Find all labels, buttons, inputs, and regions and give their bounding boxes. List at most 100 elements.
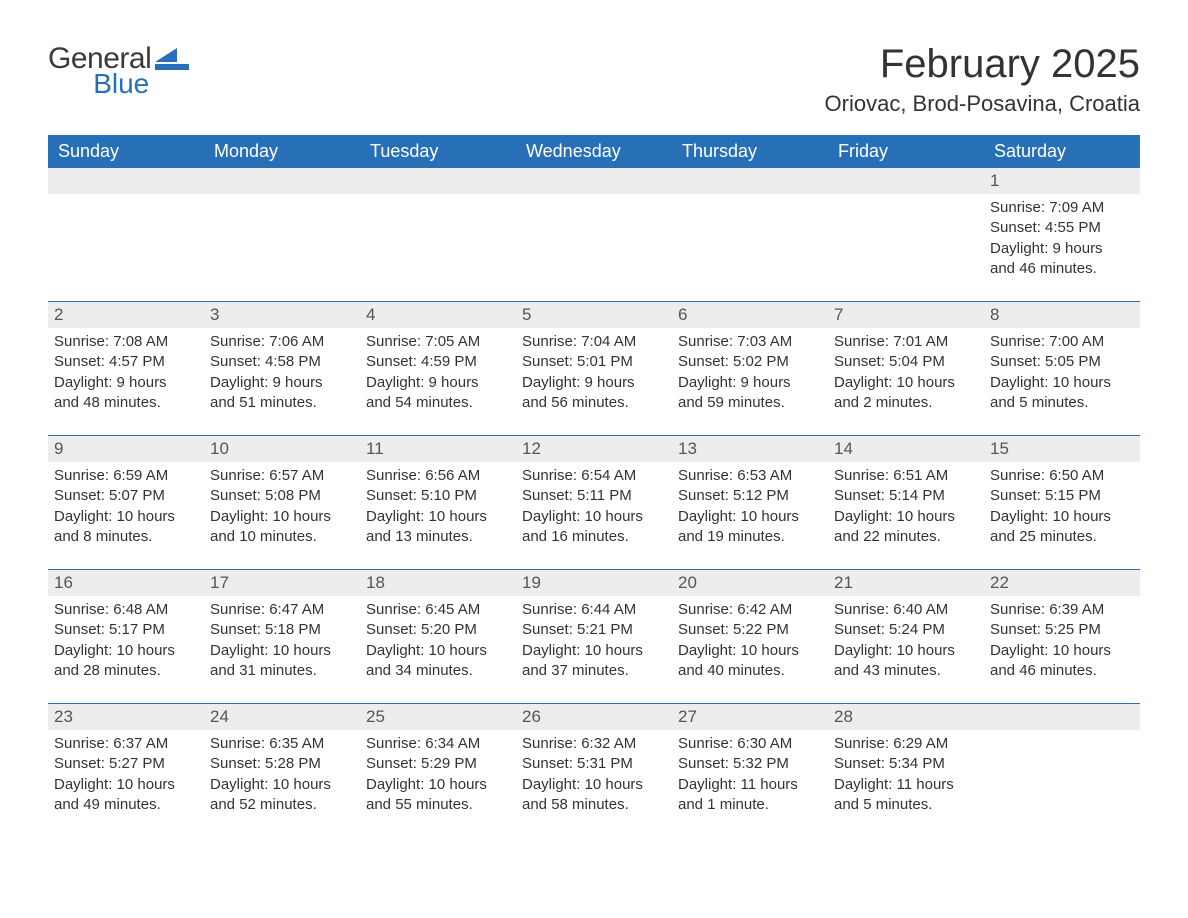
daylight-extra-text: and 58 minutes. [522, 795, 666, 815]
day-number [672, 168, 828, 194]
week-row: 9101112131415Sunrise: 6:59 AMSunset: 5:0… [48, 435, 1140, 569]
day-number: 21 [828, 570, 984, 596]
daylight-extra-text: and 43 minutes. [834, 661, 978, 681]
sunrise-text: Sunrise: 7:00 AM [990, 332, 1134, 352]
day-cell [204, 194, 360, 279]
sunrise-text: Sunrise: 6:50 AM [990, 466, 1134, 486]
day-cell [516, 194, 672, 279]
day-number: 3 [204, 302, 360, 328]
day-cell [672, 194, 828, 279]
daylight-text: Daylight: 11 hours [678, 775, 822, 795]
day-number: 14 [828, 436, 984, 462]
week-row: 232425262728Sunrise: 6:37 AMSunset: 5:27… [48, 703, 1140, 837]
daylight-text: Daylight: 10 hours [54, 641, 198, 661]
daylight-extra-text: and 59 minutes. [678, 393, 822, 413]
dow-sun: Sunday [48, 135, 204, 168]
daylight-extra-text: and 48 minutes. [54, 393, 198, 413]
sunrise-text: Sunrise: 6:32 AM [522, 734, 666, 754]
sunset-text: Sunset: 5:20 PM [366, 620, 510, 640]
sunset-text: Sunset: 5:22 PM [678, 620, 822, 640]
sunset-text: Sunset: 5:10 PM [366, 486, 510, 506]
title-block: February 2025 Oriovac, Brod-Posavina, Cr… [825, 42, 1140, 117]
day-number: 11 [360, 436, 516, 462]
day-number: 28 [828, 704, 984, 730]
sunrise-text: Sunrise: 6:40 AM [834, 600, 978, 620]
day-number: 20 [672, 570, 828, 596]
day-number: 5 [516, 302, 672, 328]
day-cell: Sunrise: 7:08 AMSunset: 4:57 PMDaylight:… [48, 328, 204, 413]
sunset-text: Sunset: 5:15 PM [990, 486, 1134, 506]
sunrise-text: Sunrise: 6:57 AM [210, 466, 354, 486]
daylight-extra-text: and 49 minutes. [54, 795, 198, 815]
dow-mon: Monday [204, 135, 360, 168]
day-number: 4 [360, 302, 516, 328]
sunset-text: Sunset: 5:25 PM [990, 620, 1134, 640]
daylight-text: Daylight: 10 hours [54, 775, 198, 795]
dow-thu: Thursday [672, 135, 828, 168]
details-row: Sunrise: 7:09 AMSunset: 4:55 PMDaylight:… [48, 194, 1140, 301]
week-row: 1Sunrise: 7:09 AMSunset: 4:55 PMDaylight… [48, 168, 1140, 301]
sunrise-text: Sunrise: 6:29 AM [834, 734, 978, 754]
daylight-extra-text: and 56 minutes. [522, 393, 666, 413]
sunrise-text: Sunrise: 6:48 AM [54, 600, 198, 620]
day-number: 18 [360, 570, 516, 596]
daylight-text: Daylight: 9 hours [366, 373, 510, 393]
daylight-text: Daylight: 10 hours [990, 373, 1134, 393]
sunset-text: Sunset: 4:57 PM [54, 352, 198, 372]
sunrise-text: Sunrise: 6:37 AM [54, 734, 198, 754]
daylight-extra-text: and 16 minutes. [522, 527, 666, 547]
day-cell: Sunrise: 6:42 AMSunset: 5:22 PMDaylight:… [672, 596, 828, 681]
day-number: 2 [48, 302, 204, 328]
daynum-row: 1 [48, 168, 1140, 194]
day-cell: Sunrise: 6:53 AMSunset: 5:12 PMDaylight:… [672, 462, 828, 547]
dow-sat: Saturday [984, 135, 1140, 168]
dow-wed: Wednesday [516, 135, 672, 168]
details-row: Sunrise: 6:48 AMSunset: 5:17 PMDaylight:… [48, 596, 1140, 703]
daylight-extra-text: and 55 minutes. [366, 795, 510, 815]
day-cell: Sunrise: 6:57 AMSunset: 5:08 PMDaylight:… [204, 462, 360, 547]
sunset-text: Sunset: 5:11 PM [522, 486, 666, 506]
daylight-text: Daylight: 9 hours [678, 373, 822, 393]
sunset-text: Sunset: 5:18 PM [210, 620, 354, 640]
daylight-extra-text: and 46 minutes. [990, 661, 1134, 681]
sunset-text: Sunset: 5:05 PM [990, 352, 1134, 372]
sunset-text: Sunset: 5:24 PM [834, 620, 978, 640]
daylight-text: Daylight: 10 hours [366, 775, 510, 795]
day-cell: Sunrise: 6:32 AMSunset: 5:31 PMDaylight:… [516, 730, 672, 815]
day-number [984, 704, 1140, 730]
daylight-text: Daylight: 10 hours [834, 507, 978, 527]
day-cell: Sunrise: 6:51 AMSunset: 5:14 PMDaylight:… [828, 462, 984, 547]
day-cell: Sunrise: 6:50 AMSunset: 5:15 PMDaylight:… [984, 462, 1140, 547]
day-cell [48, 194, 204, 279]
sunset-text: Sunset: 5:32 PM [678, 754, 822, 774]
daylight-text: Daylight: 10 hours [678, 641, 822, 661]
dow-tue: Tuesday [360, 135, 516, 168]
day-cell: Sunrise: 6:35 AMSunset: 5:28 PMDaylight:… [204, 730, 360, 815]
day-cell: Sunrise: 6:45 AMSunset: 5:20 PMDaylight:… [360, 596, 516, 681]
week-row: 16171819202122Sunrise: 6:48 AMSunset: 5:… [48, 569, 1140, 703]
page-header: General Blue February 2025 Oriovac, Brod… [48, 42, 1140, 117]
daylight-text: Daylight: 9 hours [522, 373, 666, 393]
daylight-extra-text: and 52 minutes. [210, 795, 354, 815]
day-number: 6 [672, 302, 828, 328]
day-cell [828, 194, 984, 279]
day-number: 16 [48, 570, 204, 596]
day-number: 10 [204, 436, 360, 462]
daylight-extra-text: and 54 minutes. [366, 393, 510, 413]
daynum-row: 9101112131415 [48, 436, 1140, 462]
daylight-extra-text: and 51 minutes. [210, 393, 354, 413]
daylight-extra-text: and 13 minutes. [366, 527, 510, 547]
daylight-extra-text: and 34 minutes. [366, 661, 510, 681]
daylight-text: Daylight: 10 hours [366, 507, 510, 527]
day-number: 22 [984, 570, 1140, 596]
daylight-extra-text: and 19 minutes. [678, 527, 822, 547]
day-number: 26 [516, 704, 672, 730]
day-number: 15 [984, 436, 1140, 462]
daylight-text: Daylight: 10 hours [522, 775, 666, 795]
sunset-text: Sunset: 5:07 PM [54, 486, 198, 506]
daylight-extra-text: and 37 minutes. [522, 661, 666, 681]
daylight-extra-text: and 40 minutes. [678, 661, 822, 681]
day-cell: Sunrise: 7:04 AMSunset: 5:01 PMDaylight:… [516, 328, 672, 413]
sunset-text: Sunset: 5:34 PM [834, 754, 978, 774]
daylight-text: Daylight: 11 hours [834, 775, 978, 795]
